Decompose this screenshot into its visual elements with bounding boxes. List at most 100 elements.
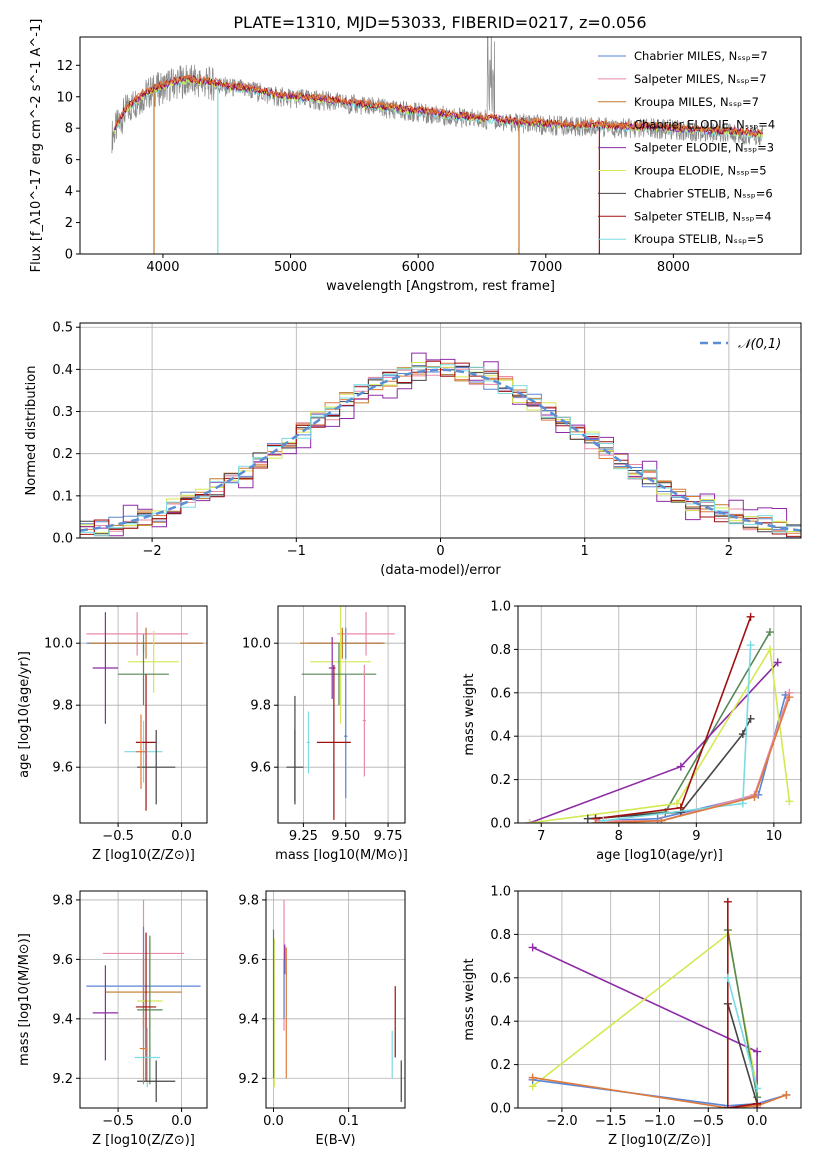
mass-Z-panel: −0.5 0.0 9.2 9.4 9.6 9.8 Z [log10(Z/Z⊙)] mass […	[17, 890, 208, 1148]
y-tick-label: 0.2	[490, 773, 511, 788]
weight-point	[765, 628, 774, 637]
y-tick-label: 1.0	[490, 600, 511, 615]
weight-point	[723, 973, 732, 982]
weight-age-panel: 7 8 9 10 0.0 0.2 0.4 0.6 0.8 1.0 age [log10(age/yr…	[462, 600, 802, 863]
observed-spectrum	[111, 37, 764, 154]
weight-point	[723, 1104, 732, 1108]
y-axis-label: mass weight	[462, 958, 477, 1040]
legend-entry: Salpeter MILES, Nₛₛₚ=7	[634, 72, 767, 86]
y-tick-label: 0.0	[490, 1102, 511, 1117]
weight-point	[785, 693, 794, 702]
x-axis-label: E(B-V)	[315, 1133, 355, 1148]
axes-frame	[79, 890, 208, 1109]
y-tick-label: 1.0	[490, 885, 511, 900]
weight-point	[599, 816, 608, 823]
weight-point	[525, 819, 534, 823]
legend-entry: Chabrier MILES, Nₛₛₚ=7	[634, 49, 768, 63]
residuals-panel: −2 −1 0 1 2 0.0 0.1 0.2 0.3 0.4 0.5 (data-model)/er…	[24, 321, 802, 578]
y-tick-label: 0.6	[490, 686, 511, 701]
legend-entry: Salpeter STELIB, Nₛₛₚ=4	[634, 209, 772, 223]
x-tick-label: 8000	[657, 260, 690, 275]
y-tick-label: 10	[56, 90, 73, 105]
y-axis-label: age [log10(age/yr)]	[17, 651, 32, 778]
axes-frame	[277, 605, 406, 824]
weight-series-line	[532, 932, 758, 1089]
y-tick-label: 4	[65, 185, 73, 200]
axes-frame	[265, 890, 406, 1109]
age-Z-panel: −0.5 0.0 9.6 9.8 10.0 Z [log10(Z/Z⊙)] age [log…	[17, 605, 208, 863]
legend-entry: 𝒩(0,1)	[738, 337, 781, 352]
x-tick-label: 8	[615, 829, 623, 844]
y-tick-label: 0.4	[490, 730, 511, 745]
y-axis-label: Normed distribution	[24, 366, 39, 496]
plot-area	[272, 899, 402, 1103]
x-tick-label: 9.25	[289, 829, 318, 844]
y-tick-label: 12	[56, 59, 73, 74]
y-tick-label: 10.0	[242, 637, 271, 652]
weight-point	[672, 799, 681, 808]
weight-point	[657, 816, 666, 823]
y-tick-label: 9.8	[52, 893, 73, 908]
x-tick-label: 7	[537, 829, 545, 844]
x-axis-label: Z [log10(Z/Z⊙)]	[92, 848, 195, 863]
weight-series-line	[595, 696, 791, 823]
y-tick-label: 0.0	[490, 817, 511, 832]
weight-series-line	[532, 1076, 787, 1108]
y-tick-label: 0.0	[52, 532, 73, 547]
y-tick-label: 6	[65, 153, 73, 168]
weight-series-line	[727, 977, 758, 1089]
spectrum-panel: 4000 5000 6000 7000 8000 0 2 4 6 8 10 12 wavelength …	[29, 19, 802, 294]
residual-histogram	[80, 352, 801, 537]
plot-area	[286, 606, 395, 820]
y-tick-label: 0.6	[490, 971, 511, 986]
x-tick-label: 0	[436, 544, 444, 559]
x-tick-label: 4000	[146, 260, 179, 275]
y-axis-label: Flux [f_λ10^-17 erg cm^-2 s^-1 A^-1]	[29, 19, 44, 273]
weight-series-line	[603, 645, 752, 822]
x-tick-label: 0.0	[171, 829, 192, 844]
x-tick-label: −0.5	[102, 1114, 134, 1129]
x-tick-label: −0.5	[693, 1114, 725, 1129]
y-tick-label: 9.2	[238, 1072, 259, 1087]
x-tick-label: 5000	[274, 260, 307, 275]
legend-entry: Chabrier ELODIE, Nₛₛₚ=4	[634, 118, 775, 132]
weight-point	[746, 641, 755, 650]
mass-EBV-panel: 0.0 0.1 9.2 9.4 9.6 9.8 E(B-V)	[238, 890, 406, 1148]
x-tick-label: 0.1	[338, 1114, 359, 1129]
x-tick-label: 9.75	[374, 829, 403, 844]
y-tick-label: 9.6	[52, 953, 73, 968]
x-tick-label: 2	[725, 544, 733, 559]
weight-point	[676, 762, 685, 771]
residual-histogram	[80, 360, 801, 537]
legend-entry: Kroupa MILES, Nₛₛₚ=7	[634, 95, 759, 109]
x-tick-label: 0.0	[171, 1114, 192, 1129]
y-tick-label: 10.0	[44, 637, 73, 652]
axes-frame	[517, 605, 802, 824]
weight-point	[753, 1084, 762, 1093]
weight-series-line	[727, 1003, 758, 1104]
x-tick-label: −1.5	[595, 1114, 627, 1129]
x-tick-label: 7000	[529, 260, 562, 275]
y-tick-label: 0.2	[52, 447, 73, 462]
x-tick-label: 0.0	[747, 1114, 768, 1129]
weight-point	[591, 819, 600, 823]
x-tick-label: −0.5	[102, 829, 134, 844]
weight-point	[753, 1047, 762, 1056]
weight-point	[528, 1073, 537, 1082]
x-axis-label: mass [log10(M/M⊙)]	[275, 848, 408, 863]
weight-series-line	[599, 694, 787, 822]
y-tick-label: 9.4	[52, 1012, 73, 1027]
age-mass-panel: 9.25 9.50 9.75 9.6 9.8 10.0 mass [log10(M/M⊙)]	[242, 605, 408, 863]
x-axis-label: age [log10(age/yr)]	[596, 848, 723, 863]
weight-Z-panel: −2.0 −1.5 −1.0 −0.5 0.0 0.0 0.2 0.4 0.6 0.8 1.0 Z […	[462, 885, 802, 1148]
x-tick-label: 9.50	[331, 829, 360, 844]
y-tick-label: 9.6	[250, 761, 271, 776]
legend-entry: Chabrier STELIB, Nₛₛₚ=6	[634, 186, 773, 200]
x-tick-label: 10	[766, 829, 783, 844]
y-tick-label: 9.2	[52, 1072, 73, 1087]
y-tick-label: 0	[65, 248, 73, 263]
legend-entry: Kroupa STELIB, Nₛₛₚ=5	[634, 232, 764, 246]
y-tick-label: 0.3	[52, 405, 73, 420]
x-axis-label: Z [log10(Z/Z⊙)]	[92, 1133, 195, 1148]
